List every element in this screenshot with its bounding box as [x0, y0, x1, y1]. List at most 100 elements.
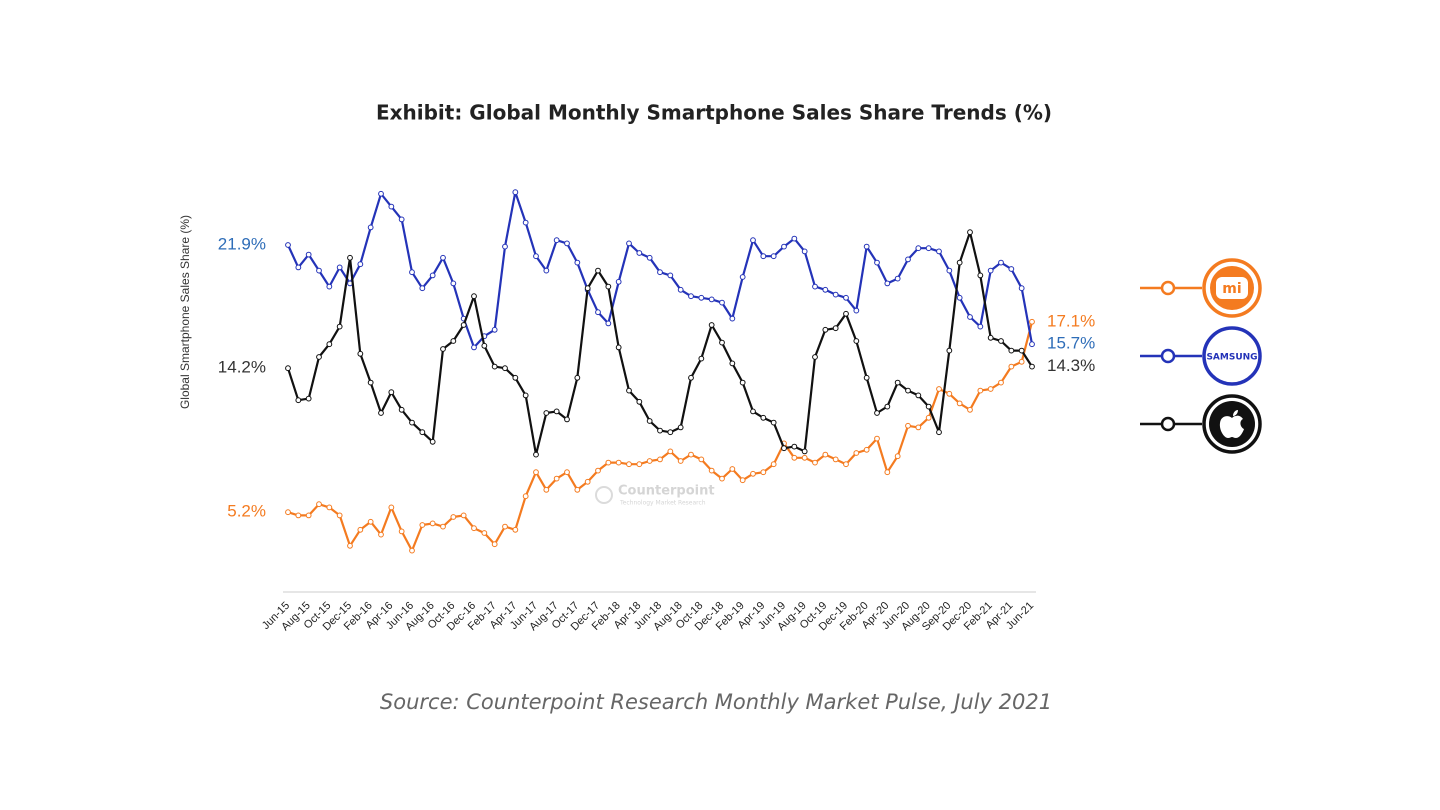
data-point [936, 248, 942, 255]
data-point [946, 390, 953, 397]
data-point [388, 389, 395, 396]
data-point [750, 470, 756, 477]
watermark-subtext: Technology Market Research [619, 500, 706, 507]
data-point [533, 451, 539, 458]
data-point [853, 338, 860, 344]
data-point [998, 259, 1004, 266]
data-point [450, 280, 457, 287]
data-point [977, 387, 984, 394]
data-point [398, 406, 405, 413]
data-point [853, 450, 860, 456]
data-point [832, 456, 839, 463]
data-point [739, 274, 746, 280]
data-point [905, 422, 911, 429]
data-point [553, 237, 560, 244]
data-point [605, 459, 612, 466]
data-point [760, 253, 767, 260]
value-label: 14.3% [1047, 356, 1095, 375]
data-point [326, 341, 333, 348]
data-point [770, 253, 777, 260]
data-point [574, 486, 581, 493]
data-point [460, 322, 467, 328]
data-point [378, 410, 384, 416]
data-point [657, 456, 663, 463]
data-point [636, 398, 643, 405]
data-point [822, 326, 829, 333]
data-point [450, 514, 457, 520]
data-point [884, 469, 891, 476]
source-note: Source: Counterpoint Research Monthly Ma… [380, 690, 1052, 714]
watermark: Counterpoint Technology Market Research [595, 484, 715, 507]
data-point [512, 526, 519, 533]
data-point [316, 501, 322, 508]
data-point [739, 477, 746, 484]
data-point [791, 235, 798, 242]
data-point [946, 267, 953, 274]
data-point [533, 253, 539, 260]
data-point [1008, 347, 1015, 354]
data-point [584, 285, 591, 292]
data-point [884, 280, 891, 287]
legend-marker [1160, 416, 1176, 432]
data-point [450, 338, 457, 344]
legend-marker [1160, 348, 1176, 364]
data-point [905, 256, 911, 263]
data-point [336, 264, 343, 271]
data-point [347, 542, 353, 549]
data-point [760, 469, 767, 476]
data-point [574, 259, 581, 266]
data-point [843, 310, 849, 317]
data-point [460, 512, 467, 519]
legend-label: SAMSUNG [1206, 353, 1257, 363]
data-point [367, 518, 374, 525]
data-point [367, 224, 374, 231]
data-point [419, 429, 426, 436]
data-point [688, 293, 694, 300]
data-point [770, 461, 777, 468]
legend-marker [1160, 280, 1176, 296]
data-point [409, 269, 415, 276]
data-point [925, 245, 932, 252]
data-point [605, 320, 612, 327]
data-point [502, 523, 508, 530]
data-point [471, 293, 477, 300]
data-point [295, 397, 302, 404]
data-point [440, 523, 446, 530]
data-point [770, 419, 777, 426]
data-point [801, 454, 808, 461]
data-point [977, 272, 984, 279]
data-point [956, 294, 963, 301]
data-point [967, 229, 973, 236]
data-point [915, 245, 922, 252]
data-point [863, 446, 870, 453]
data-point [729, 360, 736, 367]
data-point [894, 453, 901, 460]
data-point [347, 254, 353, 261]
data-point [502, 243, 508, 250]
data-point [863, 243, 870, 250]
data-point [429, 272, 436, 279]
data-point [419, 522, 426, 528]
data-point [936, 386, 942, 392]
data-point [305, 395, 312, 402]
data-point [832, 291, 839, 298]
data-point [853, 307, 860, 314]
legend-label: mi [1222, 281, 1241, 297]
data-point [481, 342, 488, 349]
data-point [285, 509, 291, 516]
data-point [1029, 318, 1035, 325]
data-point [657, 427, 663, 434]
data-point [336, 512, 343, 519]
data-point [688, 451, 694, 458]
data-point [533, 469, 539, 476]
data-point [295, 264, 302, 271]
data-point [522, 493, 529, 500]
data-point [285, 365, 291, 372]
data-point [409, 547, 415, 554]
data-point [946, 347, 953, 354]
data-point [719, 339, 725, 346]
data-point [378, 531, 384, 538]
data-point [388, 504, 395, 511]
data-point [440, 346, 446, 352]
watermark-text: Counterpoint [618, 484, 715, 499]
